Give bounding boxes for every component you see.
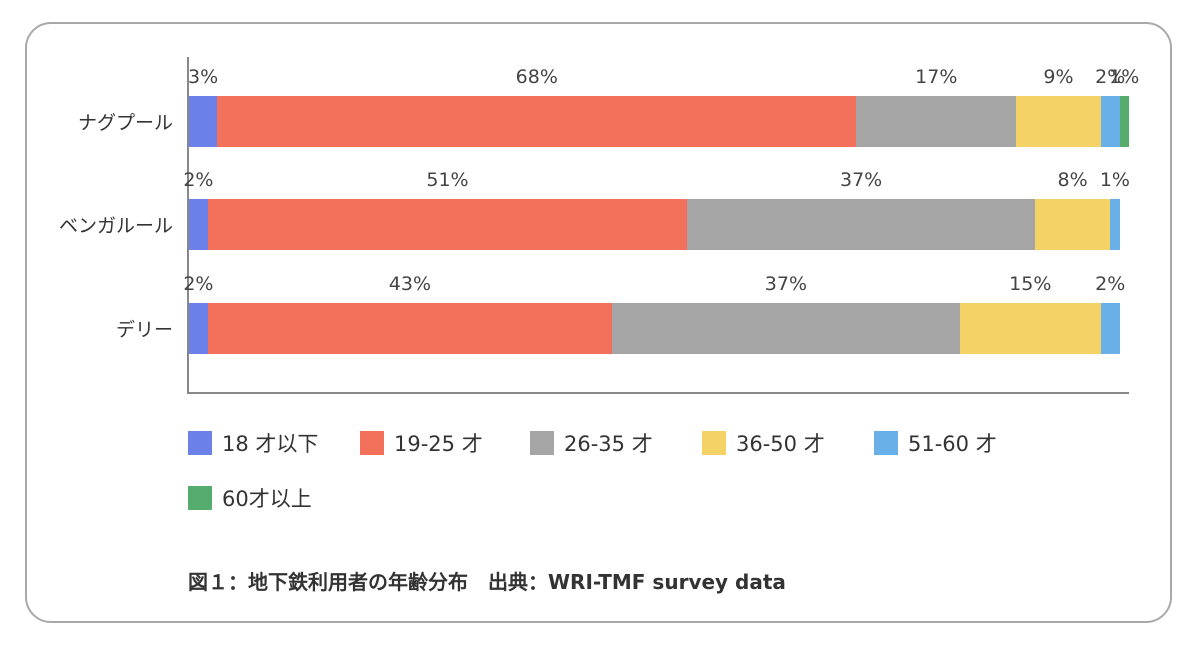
data-label: 1% xyxy=(1099,169,1130,191)
bar-segment xyxy=(1119,96,1129,147)
data-label: 2% xyxy=(1095,273,1126,295)
legend-swatch-icon xyxy=(188,431,212,455)
data-label: 43% xyxy=(388,273,432,295)
row-label-delhi: デリー xyxy=(115,319,173,341)
legend-label: 19-25 才 xyxy=(394,432,483,456)
bar-segment xyxy=(1100,96,1120,147)
bar-segment xyxy=(856,96,1017,147)
data-label: 37% xyxy=(764,273,808,295)
bar-segment xyxy=(1100,303,1120,354)
data-label: 37% xyxy=(839,169,883,191)
legend-label: 60才以上 xyxy=(222,487,312,511)
legend-swatch-icon xyxy=(188,486,212,510)
legend-item-under-18: 18 才以下 xyxy=(188,428,318,458)
bar-segment xyxy=(189,303,208,354)
data-label: 15% xyxy=(1009,273,1052,295)
stacked-bar xyxy=(189,96,1129,147)
legend-label: 51-60 才 xyxy=(908,432,997,456)
bar-segment xyxy=(217,96,857,147)
data-label: 51% xyxy=(426,169,469,191)
data-label: 2% xyxy=(183,169,214,191)
legend-label: 36-50 才 xyxy=(736,432,825,456)
data-label: 68% xyxy=(515,66,558,88)
legend-item-51-60: 51-60 才 xyxy=(874,428,997,458)
legend-swatch-icon xyxy=(874,431,898,455)
bar-segment xyxy=(207,303,612,354)
legend-swatch-icon xyxy=(530,431,554,455)
bar-segment xyxy=(207,199,688,250)
data-label: 17% xyxy=(915,66,958,88)
bar-segment xyxy=(1034,199,1111,250)
data-label: 2% xyxy=(1095,66,1126,88)
bar-segment xyxy=(1016,96,1101,147)
legend-swatch-icon xyxy=(360,431,384,455)
legend-item-over-60: 60才以上 xyxy=(188,483,312,513)
row-label-nagpur: ナグプール xyxy=(77,112,173,134)
bar-segment xyxy=(687,199,1035,250)
data-label: 9% xyxy=(1043,66,1074,88)
stacked-bar xyxy=(189,303,1129,354)
figure-caption: 図１：地下鉄利用者の年齢分布 出典：WRI-TMF survey data xyxy=(188,570,786,594)
bar-segment xyxy=(189,96,218,147)
data-label: 1% xyxy=(1109,66,1140,88)
legend-label: 26-35 才 xyxy=(564,432,653,456)
bar-segment xyxy=(1110,199,1120,250)
y-axis-line xyxy=(187,57,189,394)
legend-label: 18 才以下 xyxy=(222,432,319,456)
legend-swatch-icon xyxy=(702,431,726,455)
data-label: 3% xyxy=(188,66,219,88)
data-label: 2% xyxy=(183,273,214,295)
legend-item-26-35: 26-35 才 xyxy=(530,428,653,458)
x-axis-line xyxy=(187,392,1129,394)
stacked-bar xyxy=(189,199,1129,250)
bar-segment xyxy=(189,199,208,250)
bar-segment xyxy=(959,303,1101,354)
bar-segment xyxy=(611,303,960,354)
legend-item-36-50: 36-50 才 xyxy=(702,428,825,458)
data-label: 8% xyxy=(1057,169,1088,191)
legend-item-19-25: 19-25 才 xyxy=(360,428,483,458)
row-label-bengaluru: ベンガルール xyxy=(58,215,173,237)
